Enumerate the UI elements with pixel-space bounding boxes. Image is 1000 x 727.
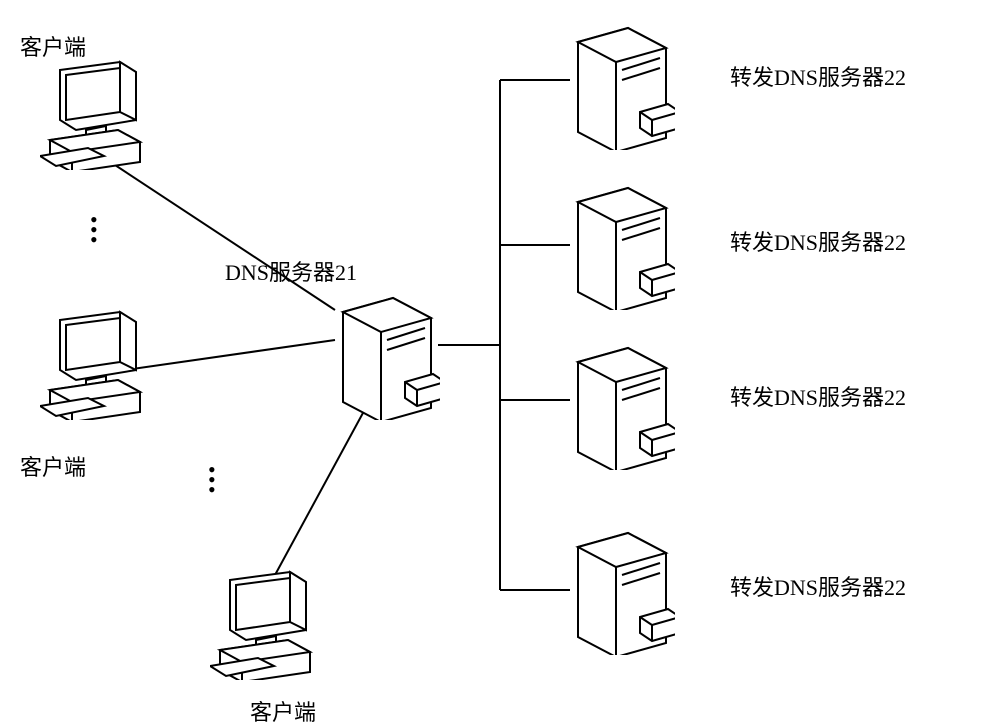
client-label: 客户端 — [250, 695, 316, 727]
client-pc-icon — [210, 570, 320, 680]
client-label: 客户端 — [20, 450, 86, 482]
forward-dns-server-label: 转发DNS服务器22 — [730, 225, 906, 257]
forward-dns-server-label: 转发DNS服务器22 — [730, 570, 906, 602]
diagram-canvas: 客户端客户端客户端DNS服务器21转发DNS服务器22转发DNS服务器22转发D… — [0, 0, 1000, 719]
client-pc-icon — [40, 60, 150, 170]
ellipsis-dots-icon: ••• — [208, 465, 216, 495]
forward-dns-server-icon — [570, 340, 675, 470]
forward-dns-server-icon — [570, 20, 675, 150]
dns-server-icon — [335, 290, 440, 420]
ellipsis-dots-icon: ••• — [90, 215, 98, 245]
dns-server-label: DNS服务器21 — [225, 255, 357, 287]
client-pc-icon — [40, 310, 150, 420]
forward-dns-server-icon — [570, 180, 675, 310]
forward-dns-server-label: 转发DNS服务器22 — [730, 380, 906, 412]
client-label: 客户端 — [20, 30, 86, 62]
forward-dns-server-label: 转发DNS服务器22 — [730, 60, 906, 92]
forward-dns-server-icon — [570, 525, 675, 655]
connection-lines — [0, 0, 1000, 719]
